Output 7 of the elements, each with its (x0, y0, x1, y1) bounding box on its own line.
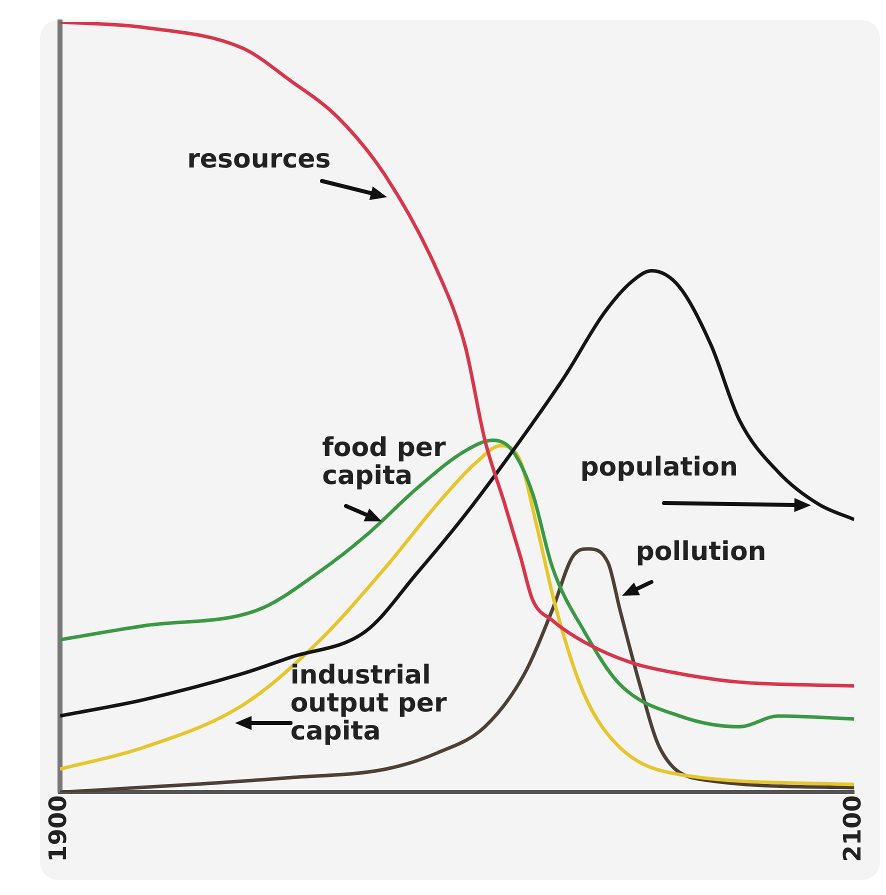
series-label: population (580, 452, 738, 482)
series-label: food per capita (322, 433, 446, 492)
series-label: resources (187, 144, 331, 174)
series-label: pollution (636, 537, 766, 568)
series-label: industrial output per capita (290, 660, 447, 746)
x-tick-label: 2100 (838, 795, 866, 862)
x-tick-label: 1900 (44, 795, 72, 862)
